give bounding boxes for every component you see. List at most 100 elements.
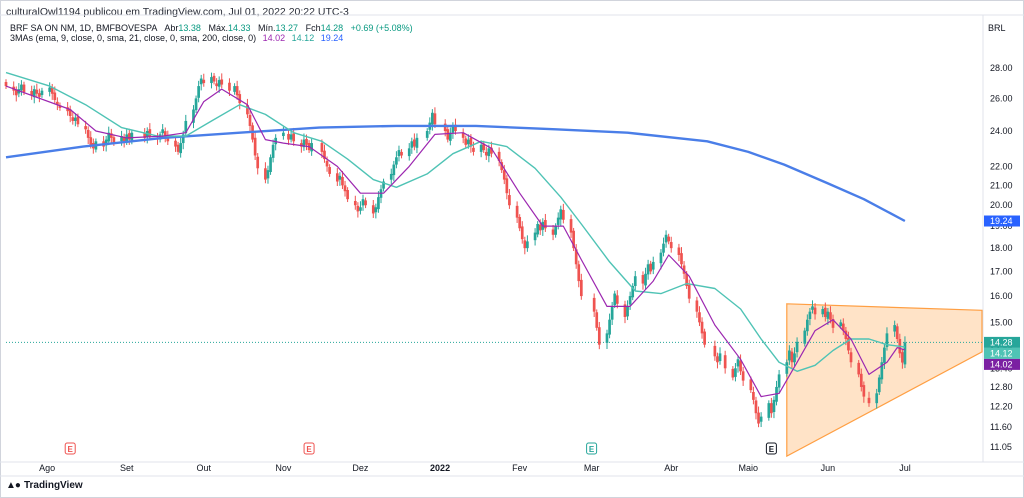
candle-body [233,86,236,92]
candle-body [448,132,452,141]
candle-body [736,359,740,367]
candle-body [536,223,540,235]
candle-body [461,132,465,138]
earnings-marker-label: E [589,445,595,454]
tradingview-mark-icon: ▲● [6,480,21,491]
candle-body [479,144,483,152]
candle-body [40,90,44,96]
candle-body [238,94,242,104]
price-badge [984,358,1020,370]
candle-body [446,129,450,140]
candle-body [4,82,8,87]
candle-body [813,307,817,315]
candle-body [551,229,555,235]
earnings-marker: E [64,442,76,455]
candle-body [741,371,745,381]
change-value: +0.69 (+5.08%) [350,23,413,33]
y-tick-label: 11.05 [990,442,1012,452]
candle-body [628,296,632,305]
candle-body [664,234,668,243]
candle-body [127,133,131,140]
candle-body [235,86,239,96]
candle-body [143,133,147,138]
candle-body [197,86,200,98]
candle-body [109,133,113,138]
candle-body [253,137,257,156]
candle-body [508,195,511,206]
candle-body [451,125,455,133]
candle-body [56,101,59,105]
candle-body [287,133,290,140]
candle-body [377,197,380,210]
candle-body [86,129,90,138]
candle-body [626,306,629,317]
candle-body [677,247,681,255]
candle-body [646,264,650,275]
candle-body [662,243,665,253]
x-tick-label: 2022 [430,463,450,473]
candle-body [425,131,429,138]
price-badge-label: 14.02 [990,359,1013,369]
candle-body [228,82,231,91]
candle-body [431,112,434,125]
candle-body [859,373,863,387]
candle-body [353,201,357,206]
candle-body [497,151,501,161]
sma21-line [5,71,905,372]
candle-body [282,132,285,137]
candle-body [443,123,447,132]
ma-sma200-value: 19.24 [320,33,344,43]
candle-body [790,351,794,363]
candle-body [903,342,907,365]
candle-body [875,393,879,404]
candle-body [415,137,419,148]
x-tick-label: Nov [275,463,292,473]
candle-body [770,403,773,414]
candle-body [849,352,853,363]
candle-body [356,205,360,212]
candle-body [199,78,203,85]
x-tick-label: Fev [512,463,528,473]
candle-body [752,391,755,400]
candle-body [795,341,799,353]
tradingview-logo[interactable]: ▲● TradingView [6,480,83,491]
candle-body [484,151,488,156]
candle-body [610,306,614,320]
candle-body [174,140,177,147]
candle-body [413,139,416,147]
candle-body [346,190,349,200]
candle-body [716,356,719,363]
candle-body [823,307,827,317]
currency-label: BRL [988,23,1006,33]
candle-body [35,89,39,94]
candle-body [14,90,18,96]
y-tick-label: 18.00 [990,243,1013,253]
x-tick-label: Ago [39,463,55,473]
candle-body [505,178,509,194]
ma-title[interactable]: 3MAs (ema, 9, close, 0, sma, 21, close, … [10,33,257,43]
candle-body [554,226,557,235]
candle-body [148,129,152,137]
open-label: Abr [164,23,179,33]
candle-body [371,205,375,214]
candle-body [310,143,313,152]
symbol-label[interactable]: BRF SA ON NM, 1D, BMFBOVESPA [10,23,157,33]
candle-body [248,114,252,126]
candle-body [66,107,69,112]
earnings-marker-label: E [769,445,775,454]
earnings-marker-box [765,442,777,455]
candle-body [194,98,198,111]
candle-body [50,87,54,94]
y-tick-label: 20.00 [990,200,1013,210]
candle-body [71,117,75,121]
candle-body [803,330,807,344]
candle-body [482,143,486,151]
x-tick-label: Dez [352,463,369,473]
ema9-line [5,85,906,398]
candle-body [793,353,796,363]
candle-body [572,230,575,249]
high-label: Máx. [208,23,228,33]
candle-body [53,92,57,100]
candle-body [682,265,686,274]
